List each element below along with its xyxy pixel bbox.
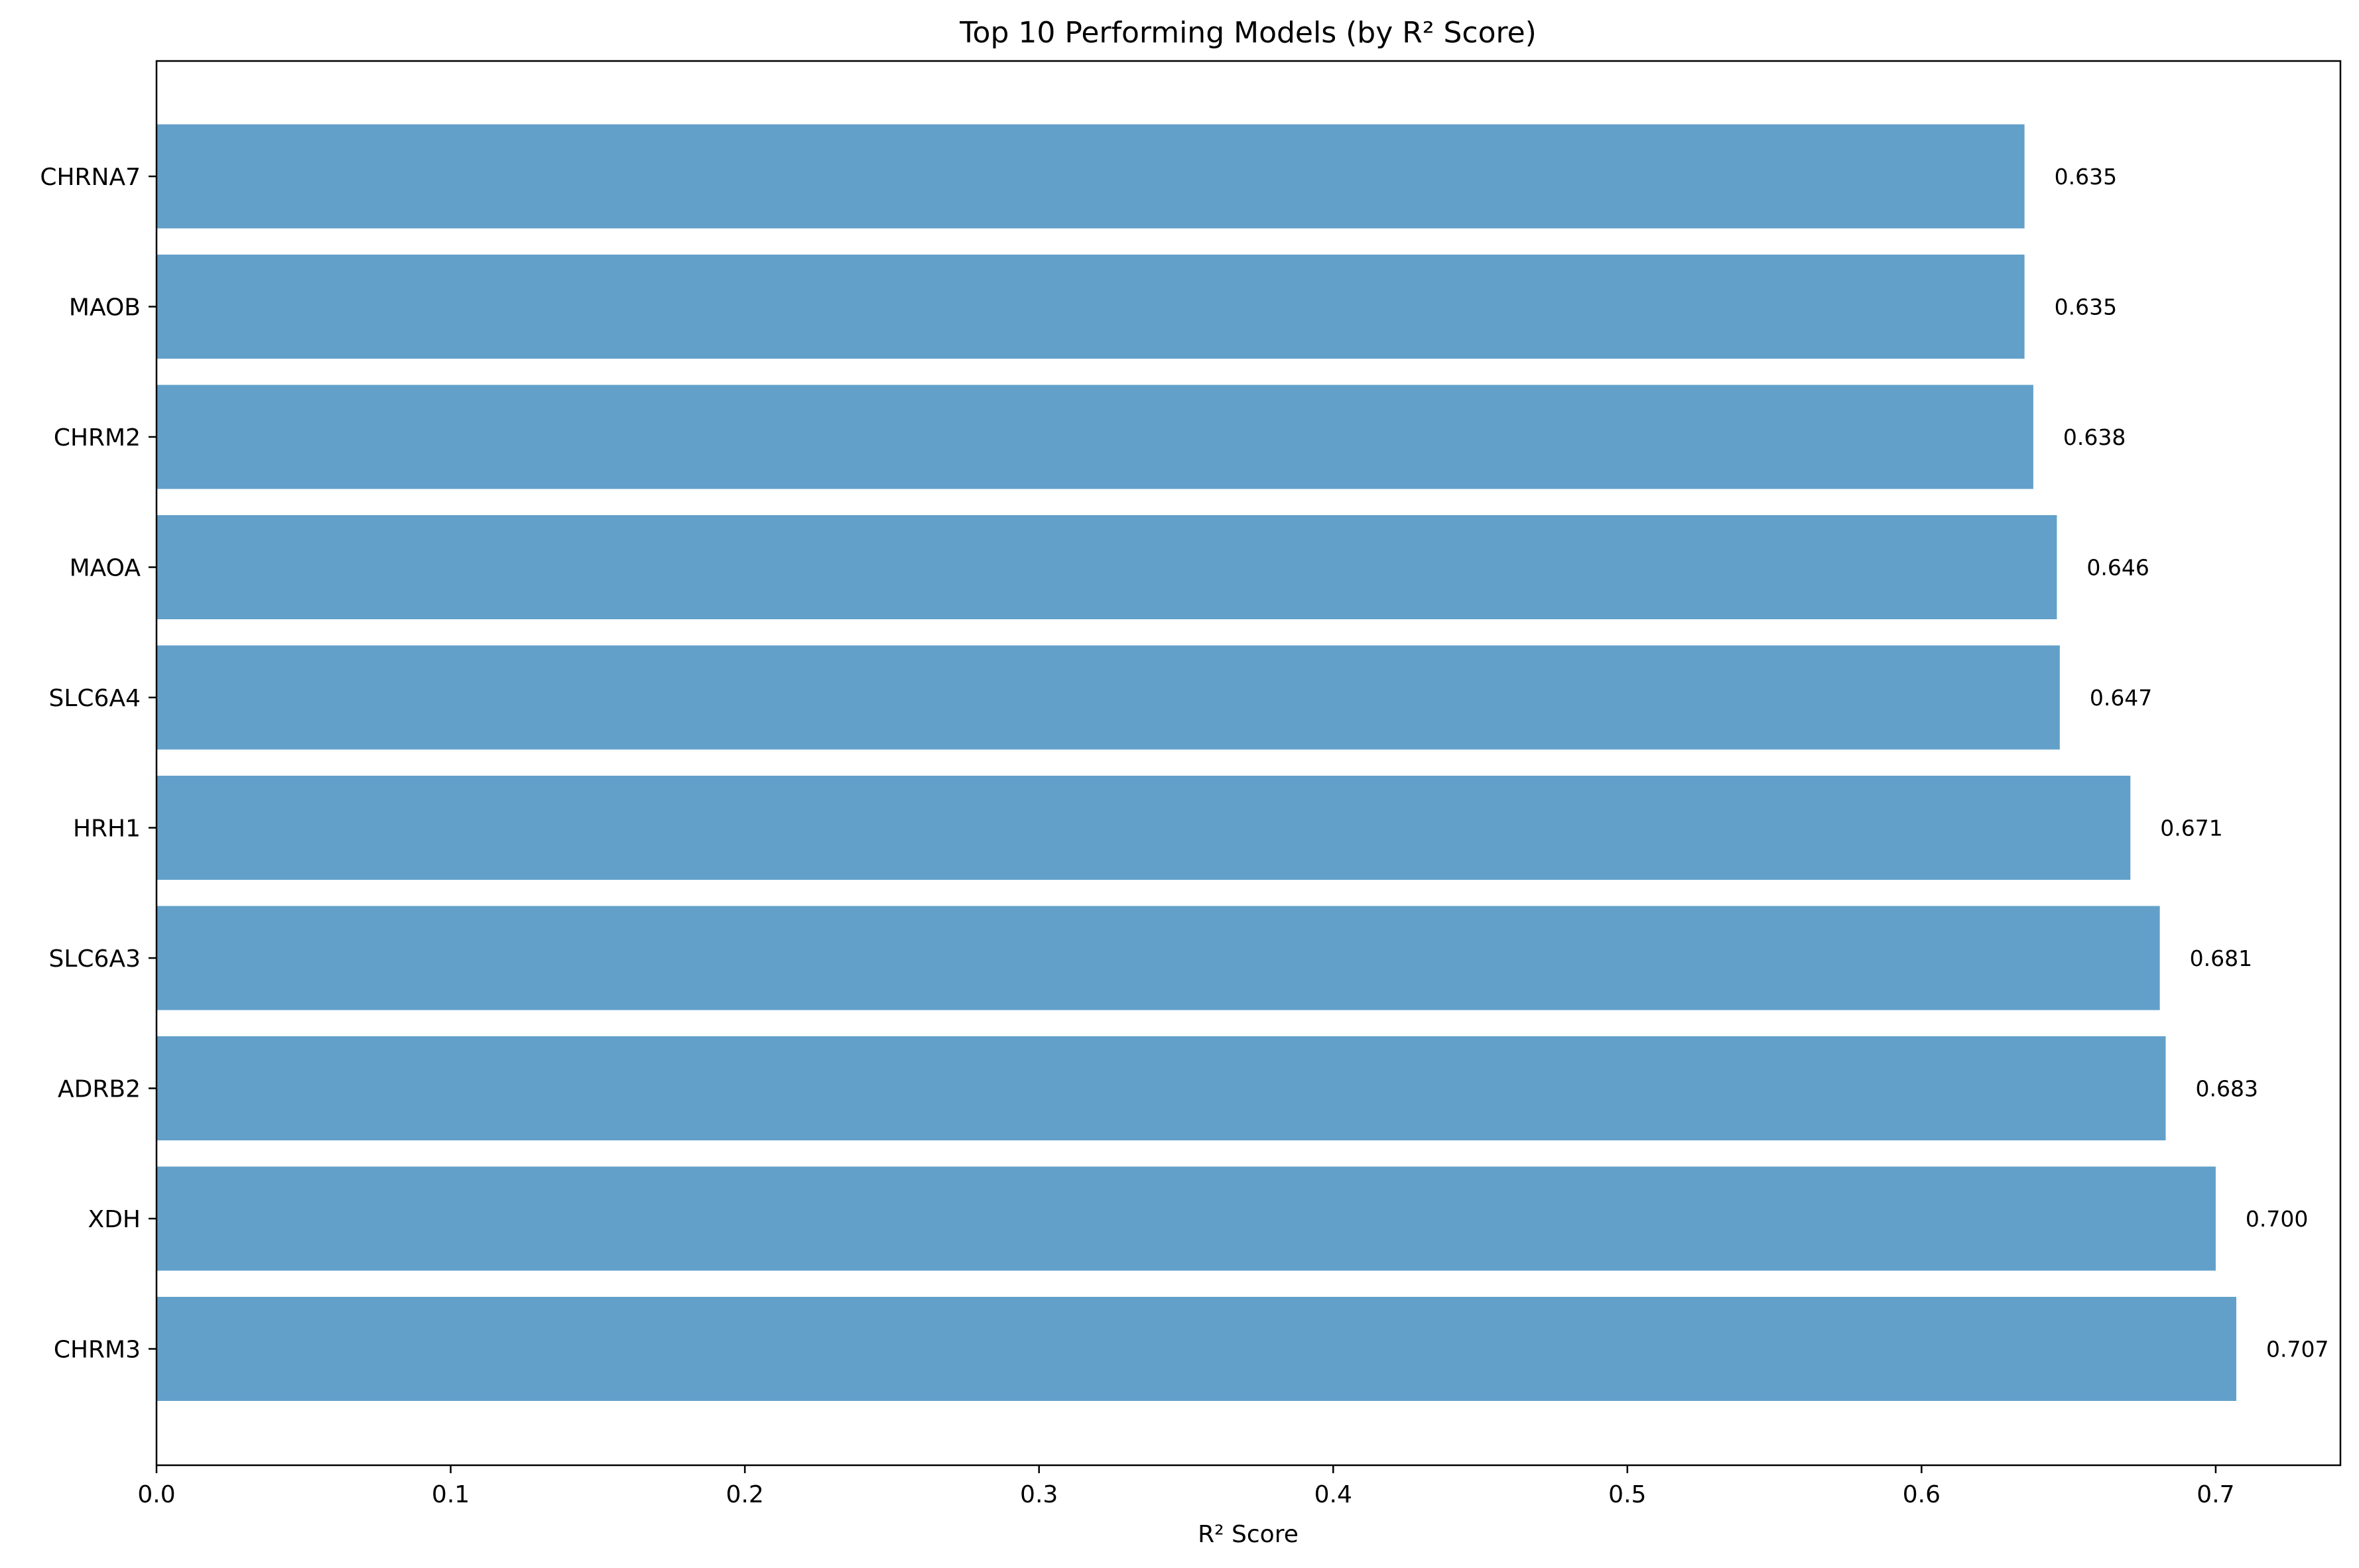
bar-slc6a3 bbox=[157, 906, 2160, 1010]
x-tick-label: 0.6 bbox=[1903, 1481, 1941, 1508]
bar-slc6a4 bbox=[157, 645, 2060, 750]
x-tick-label: 0.4 bbox=[1314, 1481, 1352, 1508]
chart-title: Top 10 Performing Models (by R² Score) bbox=[959, 16, 1537, 50]
y-tick-label: MAOA bbox=[70, 555, 141, 582]
y-tick-label: MAOB bbox=[69, 294, 141, 322]
bar-chrna7 bbox=[157, 124, 2025, 229]
bar-adrb2 bbox=[157, 1036, 2166, 1140]
value-label: 0.647 bbox=[2090, 685, 2152, 711]
y-tick-label: SLC6A4 bbox=[49, 685, 141, 712]
value-label: 0.700 bbox=[2246, 1206, 2308, 1232]
x-tick-label: 0.1 bbox=[432, 1481, 470, 1508]
y-tick-label: CHRM2 bbox=[54, 424, 141, 452]
bars-layer bbox=[157, 124, 2236, 1401]
bar-maob bbox=[157, 255, 2025, 359]
value-label: 0.635 bbox=[2055, 294, 2117, 320]
y-tick-label: HRH1 bbox=[73, 815, 141, 843]
bar-chrm2 bbox=[157, 385, 2033, 489]
y-tick-label: CHRM3 bbox=[54, 1337, 141, 1364]
x-tick-label: 0.5 bbox=[1608, 1481, 1646, 1508]
x-axis: 0.0 0.1 0.2 0.3 0.4 0.5 0.6 0.7 bbox=[137, 1465, 2235, 1508]
value-label: 0.681 bbox=[2190, 945, 2252, 971]
value-label: 0.707 bbox=[2266, 1337, 2328, 1362]
y-axis: CHRNA7 MAOB CHRM2 MAOA SLC6A4 HRH1 SLC6A3 ADRB2… bbox=[40, 164, 157, 1364]
x-tick-label: 0.2 bbox=[726, 1481, 763, 1508]
bar-chrm3 bbox=[157, 1297, 2236, 1401]
y-tick-label: SLC6A3 bbox=[49, 945, 141, 973]
value-label: 0.635 bbox=[2055, 164, 2117, 190]
x-tick-label: 0.3 bbox=[1020, 1481, 1058, 1508]
y-tick-label: ADRB2 bbox=[58, 1076, 141, 1103]
value-label: 0.646 bbox=[2086, 555, 2149, 581]
value-label: 0.671 bbox=[2160, 815, 2222, 841]
x-axis-label: R² Score bbox=[1198, 1521, 1299, 1548]
bar-maoa bbox=[157, 515, 2057, 619]
bar-xdh bbox=[157, 1166, 2216, 1271]
y-tick-label: CHRNA7 bbox=[40, 164, 141, 191]
value-label: 0.638 bbox=[2063, 424, 2126, 450]
x-tick-label: 0.0 bbox=[137, 1481, 175, 1508]
value-label: 0.683 bbox=[2196, 1076, 2258, 1102]
y-tick-label: XDH bbox=[88, 1206, 141, 1233]
bar-hrh1 bbox=[157, 776, 2131, 880]
x-tick-label: 0.7 bbox=[2197, 1481, 2234, 1508]
value-labels-layer: 0.635 0.635 0.638 0.646 0.647 0.671 0.681 0.683… bbox=[2055, 164, 2329, 1362]
plot-frame bbox=[155, 60, 2342, 1467]
